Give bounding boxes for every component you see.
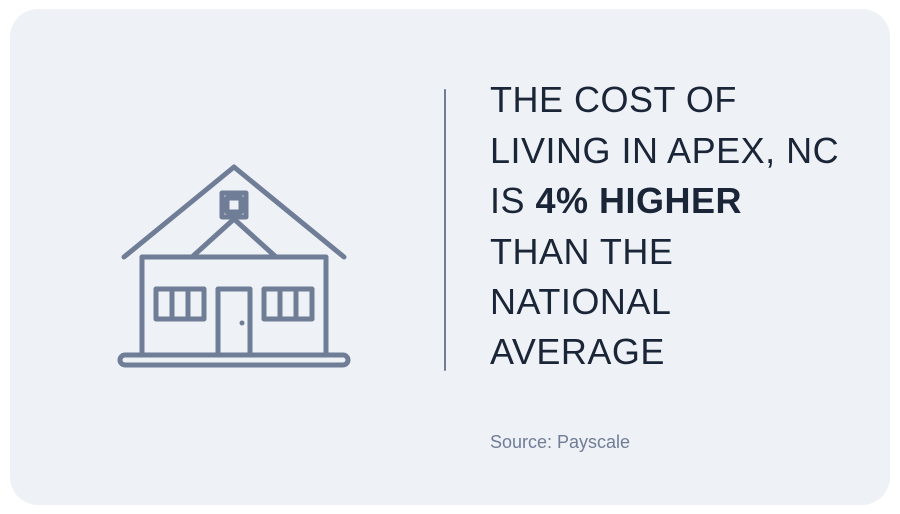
headline: THE COST OF LIVING IN APEX, NC IS 4% HIG…	[490, 75, 846, 377]
icon-panel	[54, 57, 414, 461]
vertical-divider	[444, 89, 446, 371]
infographic-card: THE COST OF LIVING IN APEX, NC IS 4% HIG…	[10, 9, 890, 505]
text-panel: THE COST OF LIVING IN APEX, NC IS 4% HIG…	[490, 57, 846, 461]
source-text: Source: Payscale	[490, 432, 846, 453]
house-icon	[94, 119, 374, 399]
headline-bold: 4% HIGHER	[536, 180, 743, 221]
headline-post: THAN THE NATIONAL AVERAGE	[490, 231, 673, 373]
